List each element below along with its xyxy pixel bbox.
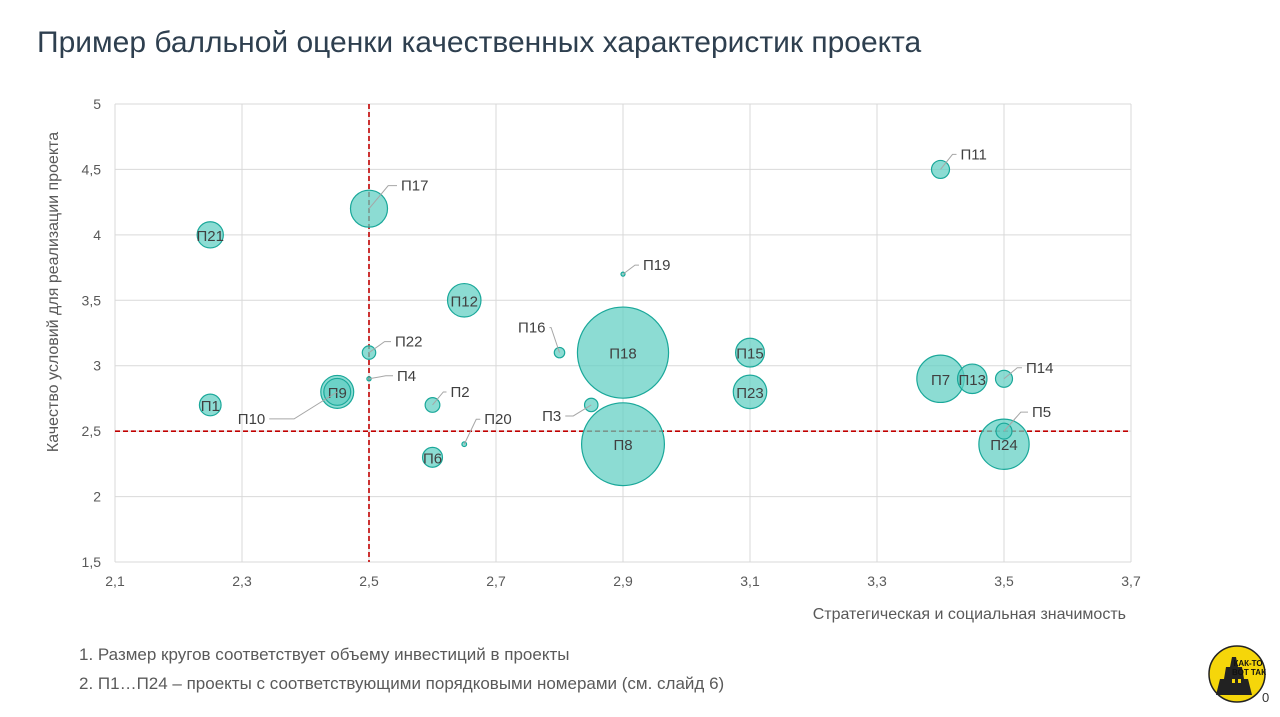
bubble-label: П20 (484, 411, 511, 428)
y-tick-label: 4 (93, 227, 101, 243)
bubble-label: П18 (609, 346, 636, 363)
y-tick-label: 2,5 (82, 423, 102, 439)
label-leader-line (1003, 411, 1028, 432)
bubble-label: П14 (1026, 360, 1053, 377)
x-tick-label: 3,5 (994, 573, 1014, 589)
bubble-label: П19 (643, 257, 670, 274)
label-leader-line (368, 341, 391, 354)
logo: КАК-ТО ВОТ ТАК (1208, 645, 1266, 703)
x-tick-label: 3,7 (1121, 573, 1141, 589)
bubble-label: П8 (613, 437, 632, 454)
bubble-label: П15 (736, 346, 763, 363)
bubble-label: П10 (238, 411, 265, 428)
x-tick-label: 2,7 (486, 573, 506, 589)
bubble-label: П22 (395, 334, 422, 351)
bubble-label: П3 (542, 408, 561, 425)
label-leader-line (622, 264, 639, 275)
x-tick-label: 2,9 (613, 573, 633, 589)
svg-text:ВОТ ТАК: ВОТ ТАК (1232, 668, 1266, 677)
bubble-п6 (421, 446, 444, 468)
bubble-label: П24 (990, 437, 1017, 454)
label-leader-line (269, 391, 338, 420)
axis-ticks: 2,1 2,3 2,5 2,7 2,9 3,1 3,3 3,5 3,7 1,5 2 2,5 3 3,5 4 4… (82, 96, 1141, 589)
label-leader-line (432, 391, 447, 406)
label-leader-line (1003, 367, 1022, 380)
bubble-п8 (580, 402, 666, 487)
y-tick-label: 3,5 (82, 292, 102, 308)
label-leader-line (463, 418, 481, 445)
page-number: 0 (1262, 690, 1270, 705)
x-tick-label: 2,1 (105, 573, 125, 589)
bubble-п23 (732, 374, 768, 410)
y-tick-label: 1,5 (82, 554, 102, 570)
footnote-2: 2. П1…П24 – проекты с соответствующими п… (79, 674, 725, 693)
bubble-label: П13 (959, 372, 986, 389)
bubble-п13 (956, 363, 988, 395)
footnote-1: 1. Размер кругов соответствует объему ин… (79, 645, 570, 664)
bubble-label: П7 (931, 372, 950, 389)
bubble-п18 (576, 306, 670, 399)
bubble-labels: П1 П2 П3 П4 П5 П6 П7 П8 П9 П10 П11 П12 П13 П14 П15 П16 П… (197, 146, 1054, 467)
label-leader-line (549, 327, 560, 353)
footnotes: 1. Размер кругов соответствует объему ин… (79, 640, 724, 698)
bubble-label: П4 (397, 368, 416, 385)
y-tick-label: 2 (93, 489, 101, 505)
bubble-п24 (978, 418, 1030, 470)
bubble-п15 (734, 337, 766, 368)
bubble-label: П2 (451, 384, 470, 401)
label-leader-line (940, 153, 957, 170)
slide-title: Пример балльной оценки качественных хара… (37, 26, 922, 59)
bubble-label: П9 (328, 385, 347, 402)
bubble-label: П5 (1032, 404, 1051, 421)
bubble-label: П21 (197, 228, 224, 245)
y-tick-label: 4,5 (82, 161, 102, 177)
bubble-п12 (446, 282, 482, 318)
bubble-п21 (196, 221, 224, 249)
x-tick-label: 3,1 (740, 573, 760, 589)
label-leader-line (565, 404, 592, 417)
bubble-label: П1 (201, 398, 220, 415)
bubble-label: П11 (961, 146, 987, 163)
y-tick-label: 3 (93, 358, 101, 374)
bubble-label: П16 (518, 320, 545, 337)
bubble-п1 (198, 393, 222, 417)
x-tick-label: 2,3 (232, 573, 252, 589)
bubble-label: П6 (423, 450, 442, 467)
label-leader-line (368, 185, 397, 210)
bubble-label: П12 (451, 293, 478, 310)
label-leader-line (368, 375, 393, 380)
bubble-label: П23 (736, 385, 763, 402)
y-axis-label: Качество условий для реализации проекта (45, 132, 62, 452)
x-tick-label: 2,5 (359, 573, 379, 589)
x-axis-label: Стратегическая и социальная значимость (813, 606, 1126, 623)
x-tick-label: 3,3 (867, 573, 887, 589)
svg-text:КАК-ТО: КАК-ТО (1233, 659, 1262, 668)
bubble-label: П17 (401, 178, 428, 195)
y-tick-label: 5 (93, 96, 101, 112)
